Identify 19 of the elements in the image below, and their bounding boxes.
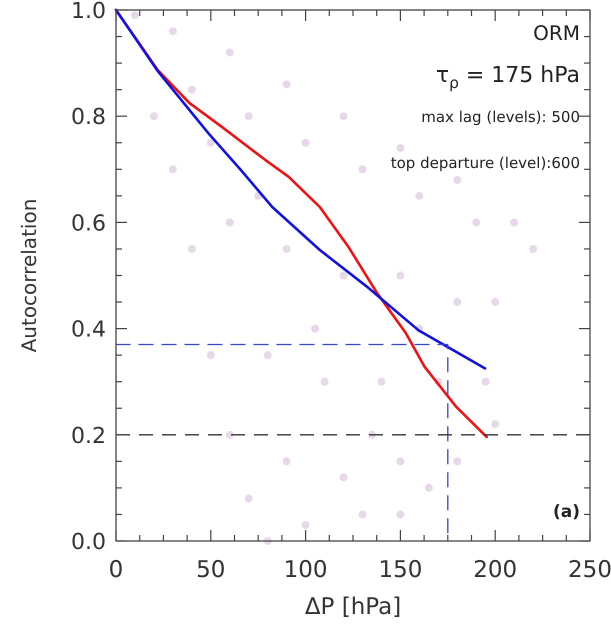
y-tick-label: 0.8 (71, 105, 106, 130)
x-tick-label: 200 (473, 557, 518, 583)
x-tick-label: 250 (568, 557, 611, 583)
x-tick-label: 50 (196, 557, 226, 583)
x-tick-label: 150 (378, 557, 422, 583)
y-axis-title: Autocorrelation (17, 198, 41, 352)
y-tick-label: 0.6 (71, 211, 106, 236)
x-tick-label: 0 (108, 557, 124, 583)
x-tick-label: 100 (284, 557, 328, 583)
y-tick-label: 0.0 (71, 530, 106, 555)
annotation: (a) (552, 502, 580, 522)
y-tick-label: 1.0 (71, 0, 106, 24)
annotation: top departure (level):600 (390, 154, 580, 172)
annotation: max lag (levels): 500 (421, 108, 580, 126)
y-tick-label: 0.4 (71, 318, 106, 343)
annotation: τ$_{ρ}$ = 175 hPa (436, 63, 580, 92)
y-tick-label: 0.2 (71, 424, 106, 449)
x-axis-title: ΔP [hPa] (304, 594, 402, 620)
annotation: ORM (533, 21, 580, 45)
